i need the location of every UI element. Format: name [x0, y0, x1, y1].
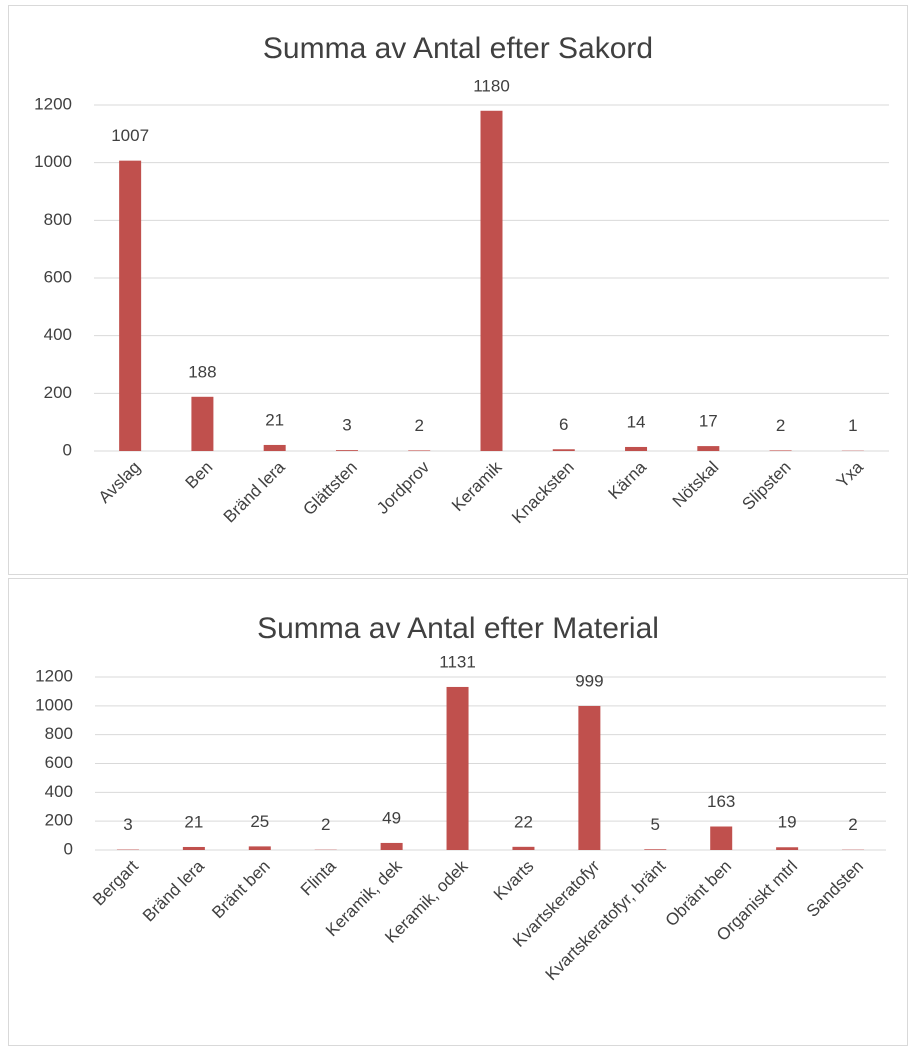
- bar: [191, 396, 214, 451]
- y-tick-label: 1200: [35, 666, 73, 685]
- value-label: 6: [559, 415, 568, 434]
- y-tick-label: 600: [44, 267, 72, 286]
- y-tick-label: 800: [44, 210, 72, 229]
- value-label: 1180: [473, 76, 510, 95]
- bar: [644, 849, 667, 850]
- value-label: 2: [848, 815, 857, 834]
- value-label: 1: [848, 416, 857, 435]
- bar: [408, 450, 431, 451]
- value-label: 2: [321, 815, 330, 834]
- bar: [380, 842, 403, 850]
- value-label: 21: [184, 812, 203, 831]
- value-label: 188: [188, 362, 216, 381]
- value-label: 14: [627, 412, 646, 431]
- bar: [512, 846, 535, 850]
- value-label: 5: [651, 815, 660, 834]
- value-label: 22: [514, 812, 533, 831]
- value-label: 19: [778, 813, 797, 832]
- value-label: 1007: [111, 126, 149, 145]
- value-label: 17: [699, 412, 718, 431]
- y-tick-label: 0: [64, 839, 73, 858]
- bar: [769, 450, 792, 451]
- y-tick-label: 0: [63, 440, 72, 459]
- value-label: 163: [707, 792, 735, 811]
- value-label: 2: [776, 416, 785, 435]
- value-label: 49: [382, 808, 401, 827]
- y-tick-label: 800: [45, 724, 73, 743]
- value-label: 1131: [439, 652, 476, 671]
- value-label: 25: [250, 812, 269, 831]
- bar: [446, 686, 469, 850]
- y-tick-label: 400: [45, 782, 73, 801]
- bar: [552, 449, 575, 451]
- chart-title: Summa av Antal efter Sakord: [263, 32, 653, 65]
- y-tick-label: 1000: [34, 152, 72, 171]
- bar: [625, 446, 648, 451]
- value-label: 3: [342, 416, 351, 435]
- y-tick-label: 200: [45, 811, 73, 830]
- bar: [710, 826, 733, 850]
- y-tick-label: 400: [44, 325, 72, 344]
- y-tick-label: 1200: [34, 94, 72, 113]
- value-label: 2: [414, 416, 423, 435]
- bar: [578, 705, 601, 850]
- y-tick-label: 200: [44, 383, 72, 402]
- y-tick-label: 600: [45, 753, 73, 772]
- bar: [697, 446, 720, 451]
- bar: [182, 846, 205, 850]
- y-tick-label: 1000: [35, 695, 73, 714]
- value-label: 999: [575, 671, 603, 690]
- bar: [480, 110, 503, 452]
- value-label: 21: [265, 410, 284, 429]
- bar: [335, 450, 358, 451]
- value-label: 3: [123, 815, 132, 834]
- chart-title: Summa av Antal efter Material: [257, 612, 659, 645]
- chart-frame: [8, 5, 908, 575]
- bar: [263, 444, 286, 451]
- bar: [119, 160, 142, 452]
- bar: [776, 847, 799, 850]
- bar: [248, 846, 271, 850]
